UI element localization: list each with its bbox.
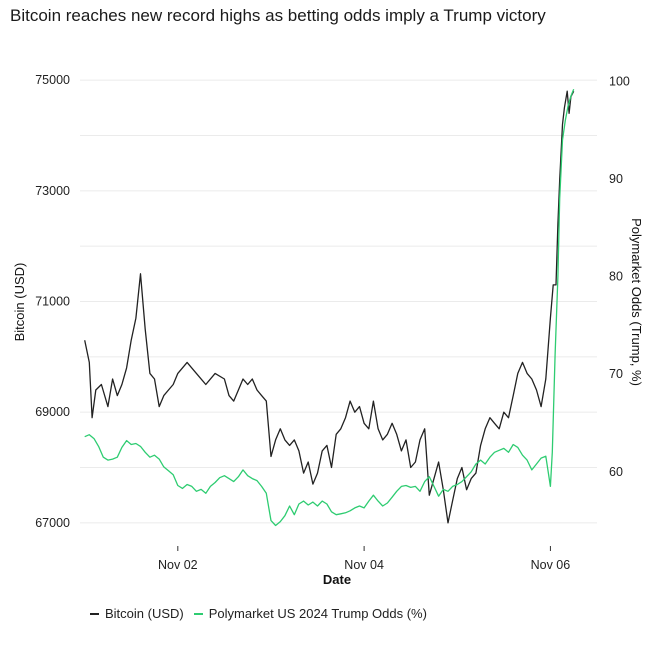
y-left-tick-label: 73000 bbox=[35, 184, 70, 198]
y-left-axis-title: Bitcoin (USD) bbox=[12, 263, 27, 342]
y-right-axis-ticks: 60 70 80 90 100 bbox=[609, 74, 630, 478]
series-line-bitcoin bbox=[84, 90, 575, 524]
y-right-tick-label: 90 bbox=[609, 172, 623, 186]
y-right-tick-label: 70 bbox=[609, 367, 623, 381]
chart-title: Bitcoin reaches new record highs as bett… bbox=[10, 6, 546, 25]
legend-label-polymarket: Polymarket US 2024 Trump Odds (%) bbox=[208, 606, 427, 621]
series-lines bbox=[84, 88, 575, 527]
legend-swatch-polymarket bbox=[193, 612, 203, 615]
y-right-tick-label: 80 bbox=[609, 270, 623, 284]
grid-lines bbox=[80, 79, 597, 524]
y-left-tick-label: 71000 bbox=[35, 295, 70, 309]
x-axis-title: Date bbox=[323, 572, 351, 587]
y-right-tick-label: 100 bbox=[609, 74, 630, 88]
legend-swatch-bitcoin bbox=[90, 612, 99, 615]
y-right-axis-title: Polymarket Odds (Trump, %) bbox=[629, 218, 644, 386]
x-tick-label: Nov 02 bbox=[158, 558, 198, 572]
legend-item-bitcoin: Bitcoin (USD) bbox=[90, 606, 184, 621]
y-right-tick-label: 60 bbox=[609, 465, 623, 479]
x-axis-ticks: Nov 02 Nov 04 Nov 06 bbox=[158, 546, 570, 572]
y-left-tick-label: 69000 bbox=[35, 405, 70, 419]
legend: Bitcoin (USD) Polymarket US 2024 Trump O… bbox=[90, 606, 437, 621]
y-left-axis-ticks: 67000 69000 71000 73000 75000 bbox=[35, 73, 70, 530]
legend-label-bitcoin: Bitcoin (USD) bbox=[105, 606, 184, 621]
y-left-tick-label: 75000 bbox=[35, 73, 70, 87]
series-line-polymarket bbox=[84, 88, 575, 527]
legend-item-polymarket: Polymarket US 2024 Trump Odds (%) bbox=[193, 606, 427, 621]
x-tick-label: Nov 04 bbox=[344, 558, 384, 572]
x-tick-label: Nov 06 bbox=[531, 558, 571, 572]
y-left-tick-label: 67000 bbox=[35, 516, 70, 530]
